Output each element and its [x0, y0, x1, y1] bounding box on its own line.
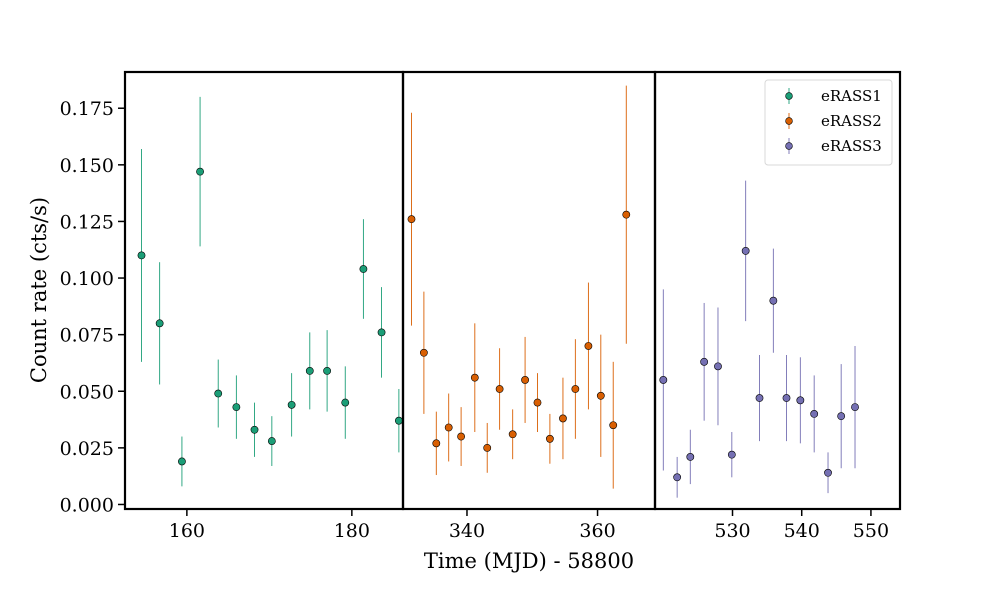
legend-label: eRASS1	[821, 87, 882, 105]
data-point	[155, 319, 164, 328]
data-point	[769, 296, 778, 305]
data-point	[214, 389, 223, 398]
panel-1: 160 180	[123, 70, 439, 542]
x-tick-label: 340	[449, 520, 485, 542]
x-tick-label: 160	[169, 520, 205, 542]
panel-frame	[401, 70, 657, 511]
data-point	[444, 423, 453, 432]
data-point	[837, 412, 846, 421]
data-point	[483, 443, 492, 452]
series-eRASS2	[407, 85, 631, 489]
data-point	[250, 425, 259, 434]
legend-entry: eRASS1	[785, 87, 882, 105]
data-point	[727, 450, 736, 459]
series-eRASS1	[137, 96, 439, 487]
panel-1-data	[137, 96, 439, 487]
y-axis-label: Count rate (cts/s)	[27, 197, 51, 383]
legend-marker	[785, 142, 793, 150]
y-tick-label: 0.075	[60, 325, 114, 347]
x-tick-label: 180	[334, 520, 370, 542]
y-tick-label: 0.000	[60, 494, 114, 516]
data-point	[686, 453, 695, 461]
data-point	[559, 414, 567, 423]
data-point	[305, 366, 314, 375]
x-axis-label: Time (MJD) - 58800	[424, 549, 634, 573]
panel-2: 340 360	[401, 70, 657, 542]
data-point	[571, 385, 580, 393]
y-tick-label: 0.050	[60, 381, 114, 403]
data-point	[196, 167, 204, 176]
y-tick-label: 0.100	[60, 268, 114, 290]
data-point	[495, 385, 504, 393]
series-eRASS3	[659, 180, 859, 498]
data-point	[545, 434, 554, 443]
data-point	[341, 398, 350, 407]
data-point	[377, 328, 386, 337]
x-tick-label: 540	[784, 520, 820, 542]
data-point	[432, 439, 441, 448]
panel-3-data	[659, 180, 859, 498]
data-point	[267, 437, 276, 445]
data-point	[419, 348, 428, 357]
data-point	[457, 432, 466, 441]
data-point	[596, 391, 605, 400]
y-axis: 0.000 0.025 0.050 0.075 0.100 0.125 0.150 0.175	[60, 98, 125, 516]
panel-2-data	[407, 85, 631, 489]
data-point	[232, 403, 241, 412]
data-point	[394, 416, 403, 425]
data-point	[609, 421, 618, 430]
data-point	[700, 357, 709, 366]
legend-box	[764, 79, 893, 166]
data-point	[741, 246, 750, 255]
legend-label: eRASS2	[821, 112, 882, 130]
data-point	[782, 394, 791, 402]
data-point	[659, 376, 668, 384]
data-point	[755, 394, 764, 402]
data-point	[137, 251, 146, 260]
data-point	[287, 400, 296, 409]
data-point	[810, 410, 819, 418]
data-point	[584, 342, 593, 350]
data-point	[359, 265, 368, 273]
panel-frame	[123, 70, 405, 511]
panel-3: 530 540 550	[653, 70, 902, 542]
legend-entry: eRASS2	[785, 112, 882, 130]
legend-label: eRASS3	[821, 137, 882, 155]
y-tick-label: 0.175	[60, 98, 114, 120]
data-point	[413, 392, 420, 399]
data-point	[407, 215, 416, 224]
x-tick-label: 530	[714, 520, 750, 542]
legend-entry: eRASS3	[785, 137, 882, 155]
legend: eRASS1 eRASS2 eRASS3	[764, 79, 893, 166]
data-point	[796, 396, 805, 405]
x-tick-label: 550	[853, 520, 889, 542]
data-point	[533, 398, 542, 407]
data-point	[824, 468, 832, 477]
legend-marker	[785, 117, 793, 125]
y-tick-label: 0.125	[60, 211, 114, 233]
data-point	[521, 376, 529, 384]
data-point	[432, 426, 439, 433]
panels-layer: 160 180 340 360 530 540 550	[123, 70, 902, 542]
data-point	[178, 457, 186, 466]
panel-frame	[653, 70, 902, 511]
data-point	[470, 373, 479, 382]
data-point	[323, 366, 332, 375]
x-tick-label: 360	[579, 520, 615, 542]
data-point	[714, 362, 722, 371]
data-point	[851, 403, 859, 412]
data-point	[622, 210, 631, 219]
data-point	[673, 473, 682, 482]
y-tick-label: 0.150	[60, 155, 114, 177]
y-tick-label: 0.025	[60, 438, 114, 460]
legend-marker	[785, 92, 793, 100]
data-point	[508, 430, 517, 439]
